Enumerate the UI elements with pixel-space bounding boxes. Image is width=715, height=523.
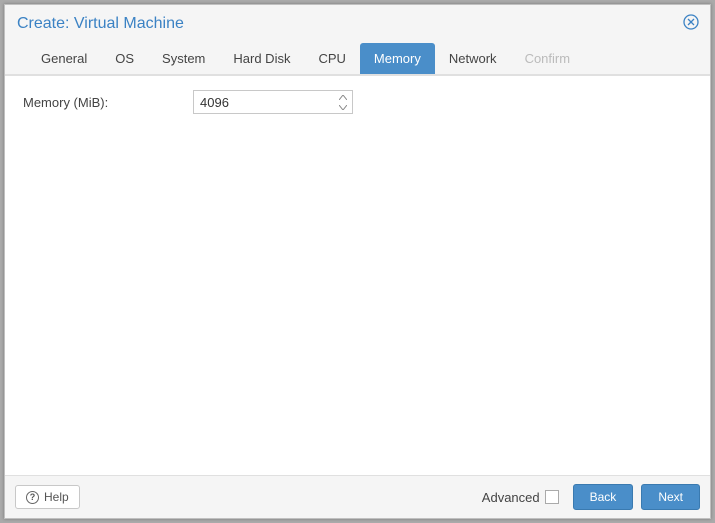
next-button[interactable]: Next (641, 484, 700, 510)
memory-spinner[interactable] (193, 90, 353, 114)
tab-cpu[interactable]: CPU (304, 43, 359, 74)
tab-os[interactable]: OS (101, 43, 148, 74)
close-icon (683, 14, 699, 30)
close-button[interactable] (682, 13, 700, 31)
tab-memory[interactable]: Memory (360, 43, 435, 74)
footer-right: Advanced Back Next (482, 484, 700, 510)
advanced-toggle[interactable]: Advanced (482, 490, 559, 505)
spinner-buttons (336, 91, 350, 113)
dialog-header: Create: Virtual Machine GeneralOSSystemH… (5, 5, 710, 75)
spinner-down-button[interactable] (336, 102, 350, 112)
spinner-up-button[interactable] (336, 92, 350, 102)
back-button[interactable]: Back (573, 484, 634, 510)
create-vm-dialog: Create: Virtual Machine GeneralOSSystemH… (4, 4, 711, 519)
tab-general[interactable]: General (27, 43, 101, 74)
tab-network[interactable]: Network (435, 43, 511, 74)
dialog-body: Memory (MiB): (5, 75, 710, 475)
memory-input[interactable] (200, 95, 332, 110)
tab-hard-disk[interactable]: Hard Disk (219, 43, 304, 74)
dialog-footer: ? Help Advanced Back Next (5, 475, 710, 518)
tab-strip: GeneralOSSystemHard DiskCPUMemoryNetwork… (17, 43, 698, 74)
memory-row: Memory (MiB): (23, 90, 692, 114)
chevron-down-icon (339, 105, 347, 110)
chevron-up-icon (339, 95, 347, 100)
help-label: Help (44, 490, 69, 504)
tab-confirm: Confirm (511, 43, 585, 74)
dialog-title: Create: Virtual Machine (17, 15, 698, 43)
help-icon: ? (26, 491, 39, 504)
tab-system[interactable]: System (148, 43, 219, 74)
memory-label: Memory (MiB): (23, 95, 183, 110)
help-button[interactable]: ? Help (15, 485, 80, 509)
advanced-label: Advanced (482, 490, 540, 505)
advanced-checkbox[interactable] (545, 490, 559, 504)
